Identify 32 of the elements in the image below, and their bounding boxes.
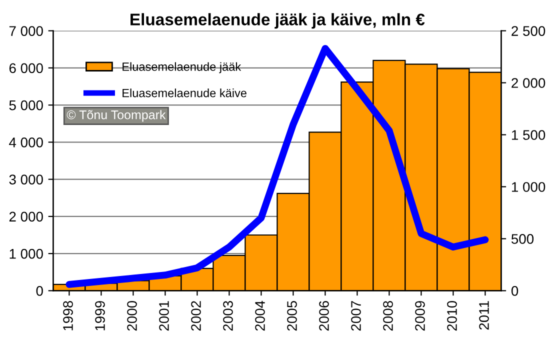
x-tick-label: 2011 bbox=[479, 301, 489, 330]
y-tick-label: 0 bbox=[36, 286, 43, 296]
x-tick-label: 1999 bbox=[95, 301, 105, 330]
x-tick-label: 1998 bbox=[63, 301, 73, 330]
x-tick-label: 2000 bbox=[127, 300, 137, 331]
x-tick-label: 2006 bbox=[319, 301, 329, 331]
y-tick-label: 1 000 bbox=[10, 248, 43, 259]
x-tick-label: 2005 bbox=[287, 301, 297, 331]
legend-label: Eluasemelaenude käive bbox=[122, 88, 246, 98]
x-tick-label: 2004 bbox=[255, 300, 265, 331]
x-tick-label: 2009 bbox=[415, 301, 425, 331]
chart-title: Eluasemelaenude jääk ja käive, mln € bbox=[130, 13, 425, 29]
y2-tick-label: 1 000 bbox=[512, 182, 546, 192]
y-tick-label: 5 000 bbox=[9, 100, 43, 110]
x-tick-label: 2008 bbox=[383, 301, 393, 331]
y2-tick-label: 2 000 bbox=[512, 78, 546, 88]
x-tick-label: 2003 bbox=[223, 301, 233, 331]
x-tick-label: 2007 bbox=[351, 301, 361, 331]
y-tick-label: 3 000 bbox=[9, 174, 43, 184]
y2-tick-label: 2 500 bbox=[512, 26, 546, 36]
annotation: © Tõnu Toompark bbox=[66, 110, 166, 122]
legend-label: Eluasemelaenude jääk bbox=[122, 62, 242, 74]
x-tick-label: 2002 bbox=[191, 301, 201, 331]
y2-tick-label: 0 bbox=[511, 286, 518, 296]
y-tick-label: 4 000 bbox=[9, 138, 43, 148]
y-tick-label: 7 000 bbox=[9, 26, 43, 36]
y2-tick-label: 500 bbox=[511, 234, 534, 244]
x-tick-label: 2001 bbox=[159, 301, 169, 331]
x-tick-label: 2010 bbox=[447, 300, 457, 331]
y-tick-label: 6 000 bbox=[9, 63, 43, 74]
y-tick-label: 2 000 bbox=[9, 212, 43, 222]
y2-tick-label: 1 500 bbox=[512, 130, 546, 140]
